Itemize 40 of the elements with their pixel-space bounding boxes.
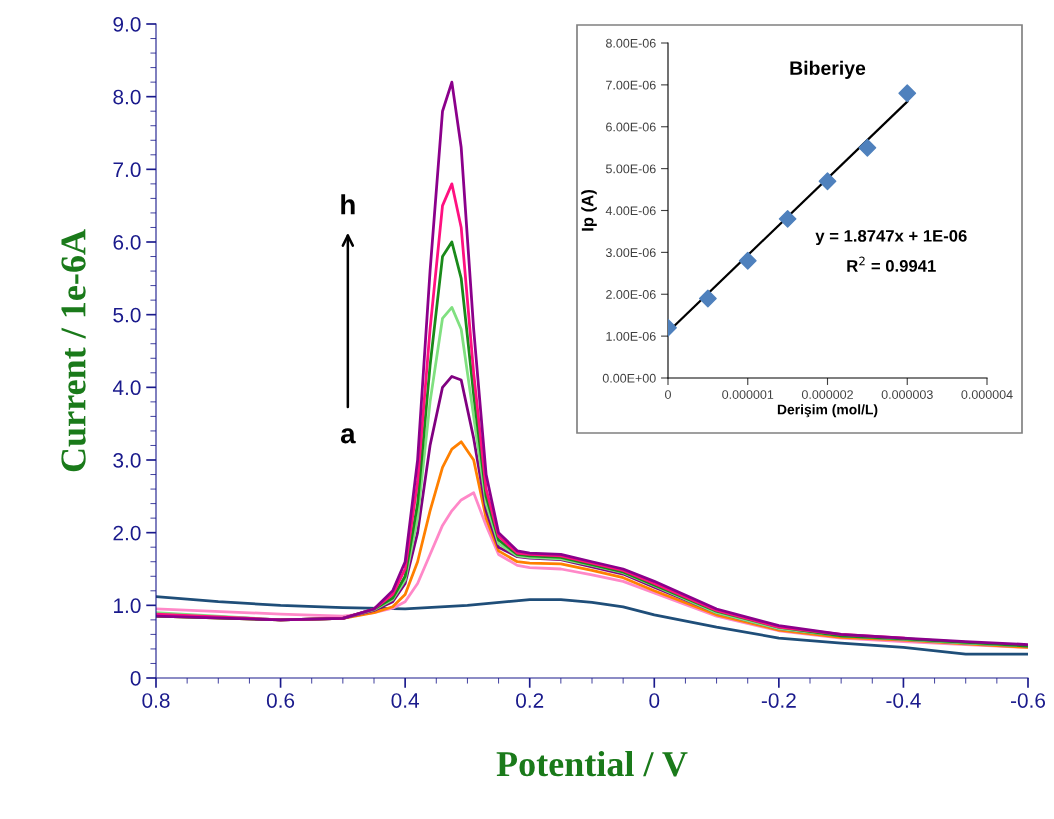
y-tick-label: 3.0 (113, 453, 141, 468)
x-tick-label: 0.000003 (881, 390, 933, 399)
y-tick-label: 4.0 (112, 380, 141, 396)
x-tick-label: 0 (665, 390, 671, 399)
x-tick-label: -0.6 (1010, 693, 1046, 708)
y-tick-label: 0 (130, 671, 141, 686)
y-axis-title: Ip (A) (581, 190, 597, 231)
y-tick-label: 5.00E-06 (605, 164, 656, 174)
y-tick-label: 8.00E-06 (606, 38, 656, 48)
x-tick-label: 0.000004 (961, 390, 1013, 399)
y-tick-label: 3.00E-06 (605, 248, 656, 258)
y-tick-label: 1.00E-06 (606, 331, 656, 341)
x-tick-label: 0.000002 (801, 390, 853, 399)
text: Biberiye (790, 60, 866, 79)
x-tick-label: -0.4 (886, 693, 921, 708)
y-tick-label: 1.0 (114, 598, 141, 614)
x-tick-label: 0.8 (142, 693, 170, 708)
y-tick-label: 2.0 (113, 525, 141, 541)
y-tick-label: 7.00E-06 (606, 80, 656, 90)
y-tick-label: 5.0 (113, 307, 141, 323)
x-tick-label: 0.000001 (722, 390, 774, 399)
x-tick-label: 0.6 (266, 693, 295, 708)
x-tick-label: -0.2 (761, 693, 796, 708)
x-tick-label: 0.4 (391, 693, 420, 708)
x-axis-title: Derişim (mol/L) (777, 404, 878, 418)
y-axis-title: Current / 1e-6A (61, 229, 86, 472)
y-tick-label: 8.0 (113, 89, 141, 105)
y-tick-label: 9.0 (113, 17, 141, 32)
y-tick-label: 4.00E-06 (605, 206, 656, 216)
annotation: R$^{2}$ = 0.9941 (847, 256, 936, 272)
annotation: h (341, 194, 355, 215)
y-tick-label: 0.00E+00 (602, 373, 656, 383)
y-tick-label: 7.0 (113, 162, 141, 178)
y-tick-label: 6.0 (113, 235, 141, 250)
x-axis-title: Potential / V (496, 750, 688, 777)
y-tick-label: 2.00E-06 (606, 290, 656, 299)
y-tick-label: 6.00E-06 (606, 122, 656, 132)
annotation: y = 1.8747x + 1E-06 (815, 229, 967, 246)
x-tick-label: 0.2 (516, 693, 544, 708)
annotation: a (340, 428, 356, 444)
